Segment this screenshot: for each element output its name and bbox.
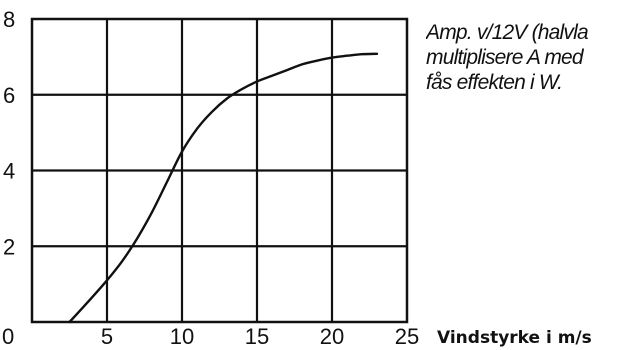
y-tick-label-2: 2 [3,234,15,259]
annotation-line-1: Amp. v/12V (halvla [426,21,589,44]
series-group [68,52,379,324]
chart-grid [30,17,409,324]
x-axis-label: Vindstyrke i m/s [437,328,592,348]
annotation-line-3: fås effekten i W. [426,71,563,94]
y-tick-label-6: 6 [3,83,15,108]
x-tick-label-20: 20 [320,324,344,349]
y-tick-label-4: 4 [3,159,15,184]
x-tick-labels: 0 5 10 15 20 25 [2,324,419,349]
x-tick-label-10: 10 [170,324,194,349]
x-tick-label-15: 15 [245,324,269,349]
series-line-0 [68,52,379,324]
plot-frame [30,17,409,324]
x-tick-label-25: 25 [395,324,419,349]
y-tick-labels: 2 4 6 8 [3,7,15,259]
y-tick-label-8: 8 [3,7,15,32]
annotation-line-2: multiplisere A med [426,46,584,69]
x-tick-label-0: 0 [2,324,14,349]
x-tick-label-5: 5 [101,324,113,349]
chart-annotation: Amp. v/12V (halvla multiplisere A med få… [426,20,619,95]
